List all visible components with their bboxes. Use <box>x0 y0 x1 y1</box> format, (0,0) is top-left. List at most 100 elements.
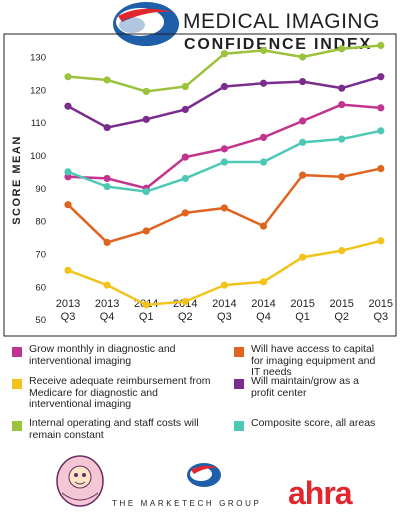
x-tick-quarter: Q1 <box>295 311 310 323</box>
legend-label: Receive adequate reimbursement from Medi… <box>29 375 211 410</box>
y-tick-label: 90 <box>35 184 46 195</box>
header-logo-icon <box>113 2 179 46</box>
series-point <box>377 164 385 173</box>
header: MEDICAL IMAGING CONFIDENCE INDEX <box>0 0 400 56</box>
x-tick-year: 2014 <box>212 298 236 310</box>
series-point <box>259 278 268 286</box>
series-point <box>64 168 72 176</box>
y-tick-label: 70 <box>35 249 46 260</box>
series-point <box>299 77 307 86</box>
y-axis-label: SCORE MEAN <box>11 135 23 225</box>
series-lines <box>64 41 385 309</box>
legend-label: Grow monthly in diagnostic and intervent… <box>29 343 176 367</box>
marketech-group-name: THE MARKETECH GROUP <box>112 499 262 508</box>
footer-graphics <box>56 455 221 507</box>
x-tick-year: 2015 <box>329 298 353 310</box>
series-point <box>259 79 268 87</box>
series-point <box>220 145 228 153</box>
y-tick-label: 120 <box>30 85 46 96</box>
series-point <box>181 82 189 91</box>
y-tick-label: 130 <box>30 52 46 63</box>
legend-swatch <box>12 421 22 431</box>
series-point <box>220 204 228 212</box>
x-tick-year: 2015 <box>290 298 314 310</box>
x-ticks: 2013Q32013Q42014Q12014Q22014Q32014Q42015… <box>56 298 393 323</box>
y-tick-label: 110 <box>31 118 46 129</box>
series-point <box>377 41 385 50</box>
series-point <box>142 87 150 96</box>
x-tick-year: 2013 <box>95 298 119 310</box>
series-point <box>299 253 307 261</box>
series-point <box>299 138 307 146</box>
series-point <box>103 76 111 84</box>
series-point <box>259 46 268 55</box>
legend-item-reimbursement: Receive adequate reimbursement from Medi… <box>12 375 217 411</box>
legend-item-composite: Composite score, all areas <box>234 417 394 431</box>
series-point <box>181 297 189 306</box>
series-point <box>64 201 72 209</box>
x-tick-year: 2015 <box>369 298 393 310</box>
series-point <box>338 247 346 255</box>
series-point <box>103 174 111 183</box>
series-point <box>142 227 150 235</box>
x-tick-year: 2013 <box>56 298 80 310</box>
series-point <box>338 84 346 92</box>
legend-label: Will maintain/grow as a profit center <box>251 375 359 399</box>
series-point <box>181 105 189 114</box>
y-tick-label: 80 <box>35 217 46 228</box>
series-point <box>103 183 111 191</box>
y-tick-label: 60 <box>35 282 46 293</box>
series-point <box>181 153 189 161</box>
legend-swatch <box>12 347 22 357</box>
series-point <box>338 135 346 143</box>
legend-item-access-capital: Will have access to capital for imaging … <box>234 343 384 379</box>
series-point <box>103 123 111 132</box>
header-graphic: MEDICAL IMAGING CONFIDENCE INDEX <box>113 2 380 53</box>
y-ticks: 50 60 70 80 90 100 110 120 130 <box>30 52 46 326</box>
series-point <box>338 45 346 53</box>
series-point <box>338 173 346 181</box>
x-tick-quarter: Q1 <box>139 311 154 323</box>
series-point <box>377 127 385 135</box>
y-tick-label: 100 <box>30 151 46 162</box>
legend-swatch <box>12 379 22 389</box>
series-point <box>299 171 307 179</box>
legend-item-profit-center: Will maintain/grow as a profit center <box>234 375 384 399</box>
series-point <box>103 238 111 247</box>
series-point <box>259 222 268 230</box>
series-point <box>338 100 346 109</box>
x-tick-year: 2014 <box>251 298 275 310</box>
series-point <box>220 50 228 58</box>
series-point <box>64 173 72 181</box>
series-point <box>377 104 385 112</box>
series-point <box>142 301 150 309</box>
series-point <box>259 133 268 142</box>
series-point <box>103 281 111 289</box>
chart-border <box>3 33 397 337</box>
series-line-5 <box>67 239 382 307</box>
footer: THE MARKETECH GROUP ahra <box>0 455 400 516</box>
series-point <box>64 266 72 274</box>
x-tick-quarter: Q3 <box>373 311 388 323</box>
legend-swatch <box>234 379 244 389</box>
series-point <box>259 158 268 166</box>
series-point <box>181 209 189 217</box>
x-tick-quarter: Q2 <box>178 311 193 323</box>
series-point <box>64 73 72 81</box>
series-point <box>142 115 150 123</box>
x-tick-quarter: Q4 <box>100 311 115 323</box>
legend-label: Internal operating and staff costs will … <box>29 417 199 441</box>
x-tick-quarter: Q3 <box>61 311 76 323</box>
y-tick-label: 50 <box>35 315 46 326</box>
x-tick-quarter: Q3 <box>217 311 232 323</box>
series-point <box>220 158 228 166</box>
legend-label: Will have access to capital for imaging … <box>251 343 376 378</box>
ahra-logo: ahra <box>288 475 353 511</box>
header-title-line1: MEDICAL IMAGING <box>183 10 380 33</box>
mascot-logo-icon <box>56 455 104 507</box>
series-point <box>64 102 72 110</box>
legend-swatch <box>234 347 244 357</box>
series-point <box>299 53 307 61</box>
series-point <box>299 117 307 125</box>
legend-item-operating-costs: Internal operating and staff costs will … <box>12 417 217 441</box>
